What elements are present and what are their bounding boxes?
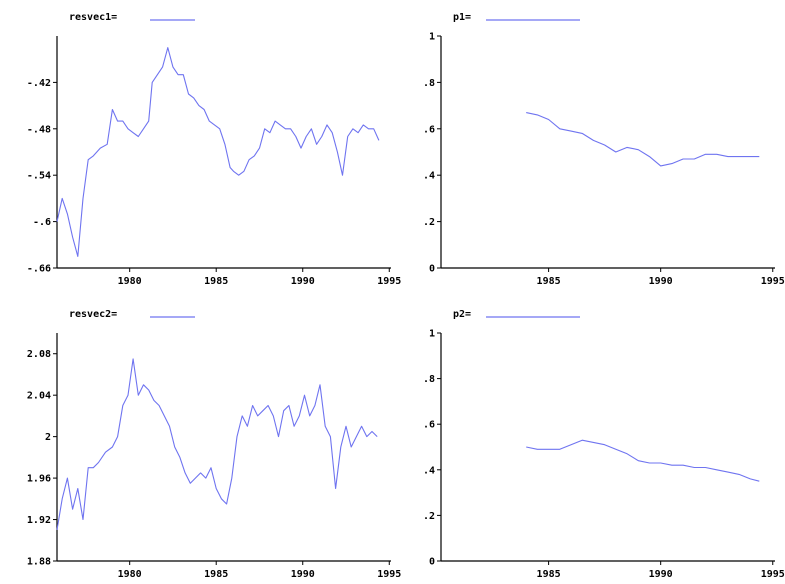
y-tick-label: .4 [423, 171, 435, 182]
legend-label-p2: p2= [453, 309, 471, 320]
series-line-resvec2 [56, 358, 378, 530]
x-tick-label: 1990 [291, 276, 315, 287]
y-tick-label: .8 [423, 374, 435, 385]
legend-label-resvec1: resvec1= [69, 12, 117, 23]
y-tick-label: .2 [423, 217, 435, 228]
y-tick-label: 0 [429, 557, 435, 568]
y-tick-label: 0 [429, 264, 435, 275]
y-tick-label: 1 [429, 329, 435, 340]
y-tick-label: .8 [423, 78, 435, 89]
y-tick-label: 2 [45, 432, 51, 443]
y-tick-label: .6 [423, 124, 435, 135]
y-tick-label: -.6 [33, 217, 51, 228]
y-tick-label: 2.08 [27, 349, 51, 360]
x-tick-label: 1990 [649, 276, 673, 287]
x-tick-label: 1985 [537, 276, 561, 287]
y-tick-label: 1.88 [27, 557, 51, 568]
y-tick-label: -.66 [27, 264, 51, 275]
y-tick-label: .4 [423, 465, 435, 476]
series-line-p1 [526, 112, 760, 167]
x-tick-label: 1995 [377, 569, 401, 580]
x-tick-label: 1995 [761, 569, 785, 580]
series-line-resvec1 [56, 47, 380, 257]
x-tick-label: 1980 [118, 569, 142, 580]
panel-resvec1: -.66 -.6 -.54 -.48 -.42 1980 1985 1990 1995 resve… [27, 12, 401, 287]
y-tick-label: 1.92 [27, 515, 51, 526]
x-tick-label: 1995 [377, 276, 401, 287]
x-tick-label: 1980 [118, 276, 142, 287]
y-tick-label: .2 [423, 511, 435, 522]
y-tick-label: -.54 [27, 171, 51, 182]
x-tick-label: 1990 [291, 569, 315, 580]
panel-resvec2: 1.88 1.92 1.96 2 2.04 2.08 1980 1985 1990 1995 res… [27, 309, 401, 580]
panel-p2: 0 .2 .4 .6 .8 1 1985 1990 1995 p2= [423, 309, 785, 580]
x-tick-label: 1985 [204, 569, 228, 580]
panel-p1: 0 .2 .4 .6 .8 1 1985 1990 1995 p1= [423, 12, 785, 287]
y-tick-label: .6 [423, 420, 435, 431]
y-tick-label: 1.96 [27, 474, 51, 485]
legend-label-resvec2: resvec2= [69, 309, 117, 320]
legend-label-p1: p1= [453, 12, 471, 23]
x-tick-label: 1995 [761, 276, 785, 287]
y-tick-label: -.42 [27, 78, 51, 89]
x-tick-label: 1985 [537, 569, 561, 580]
y-tick-label: 2.04 [27, 391, 51, 402]
series-line-p2 [526, 439, 760, 482]
y-tick-label: 1 [429, 32, 435, 43]
y-tick-label: -.48 [27, 124, 51, 135]
x-tick-label: 1985 [204, 276, 228, 287]
x-tick-label: 1990 [649, 569, 673, 580]
